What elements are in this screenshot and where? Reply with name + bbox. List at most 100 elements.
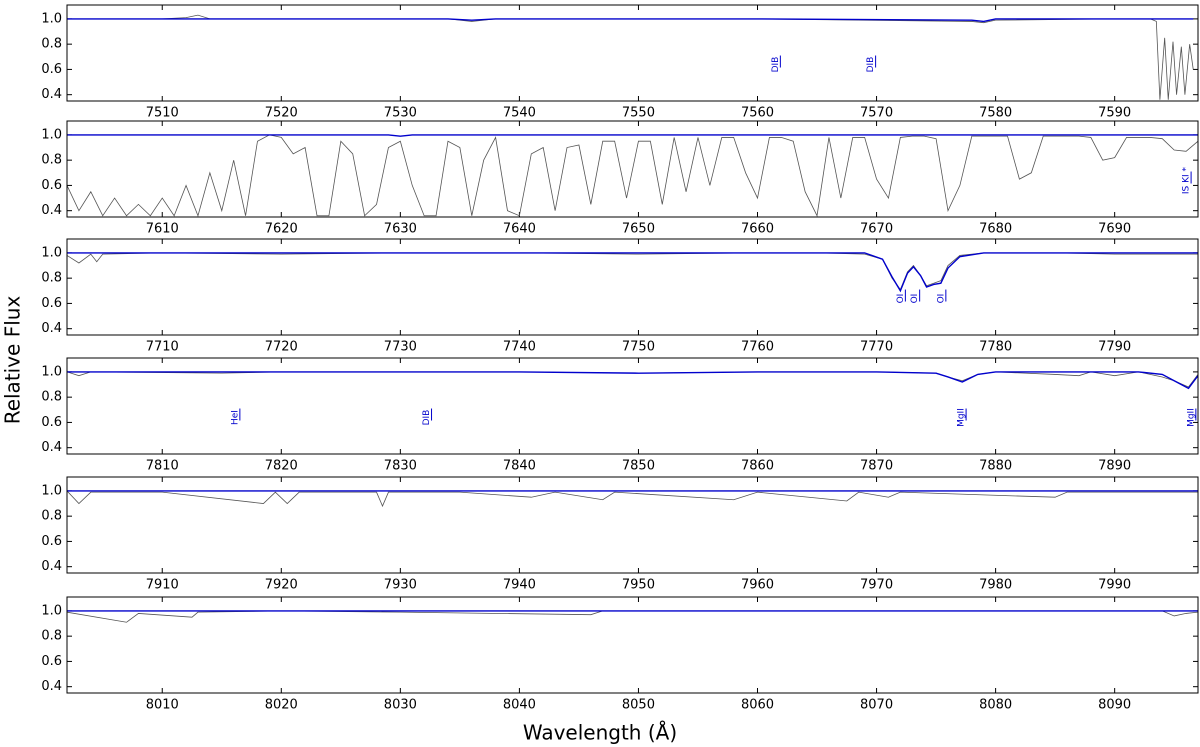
x-tick-label: 8010 xyxy=(146,698,179,713)
spectrum-line xyxy=(67,252,1198,293)
x-tick-label: 7620 xyxy=(265,222,298,237)
y-tick-label: 0.6 xyxy=(41,62,62,77)
x-tick-label: 7960 xyxy=(741,578,774,593)
x-tick-label: 7750 xyxy=(622,340,655,355)
x-tick-label: 8070 xyxy=(860,698,893,713)
x-tick-label: 7710 xyxy=(146,340,179,355)
line-annotation: MgII xyxy=(1186,408,1196,427)
y-tick-label: 0.8 xyxy=(41,509,62,524)
x-tick-label: 7530 xyxy=(384,106,417,121)
x-tick-label: 7790 xyxy=(1098,340,1131,355)
axes-frame xyxy=(66,120,1199,218)
y-tick-label: 0.4 xyxy=(41,440,62,455)
y-tick-label: 0.8 xyxy=(41,37,62,52)
y-tick-label: 0.8 xyxy=(41,153,62,168)
line-annotation: OI xyxy=(936,294,946,304)
y-tick-label: 0.6 xyxy=(41,654,62,669)
axes-frame xyxy=(66,238,1199,336)
line-annotation: DIB xyxy=(866,57,876,73)
x-tick-label: 7630 xyxy=(384,222,417,237)
x-tick-label: 7930 xyxy=(384,578,417,593)
x-tick-label: 7770 xyxy=(860,340,893,355)
spectrum-line xyxy=(67,252,1198,291)
x-tick-label: 8060 xyxy=(741,698,774,713)
axes-frame xyxy=(66,357,1199,455)
y-tick-label: 0.8 xyxy=(41,390,62,405)
plot-area xyxy=(67,252,1198,293)
x-tick-label: 7650 xyxy=(622,222,655,237)
axes-frame xyxy=(66,596,1199,694)
x-tick-label: 7910 xyxy=(146,578,179,593)
plot-area xyxy=(67,134,1198,217)
spectrum-line xyxy=(67,371,1198,388)
y-tick-label: 0.8 xyxy=(41,629,62,644)
y-tick-label: 0.6 xyxy=(41,296,62,311)
x-tick-label: 7760 xyxy=(741,340,774,355)
x-tick-label: 7730 xyxy=(384,340,417,355)
x-tick-label: 7610 xyxy=(146,222,179,237)
line-annotation: DIB xyxy=(771,57,781,73)
x-tick-label: 7590 xyxy=(1098,106,1131,121)
x-tick-label: 7720 xyxy=(265,340,298,355)
x-tick-label: 7940 xyxy=(503,578,536,593)
y-tick-label: 0.8 xyxy=(41,271,62,286)
x-tick-label: 7670 xyxy=(860,222,893,237)
y-tick-label: 1.0 xyxy=(41,11,62,26)
x-tick-label: 7830 xyxy=(384,459,417,474)
plot-area xyxy=(67,490,1198,508)
spectrum-line xyxy=(67,14,1194,100)
line-annotation: OI xyxy=(896,294,906,304)
plot-area xyxy=(67,14,1194,100)
y-tick-label: 1.0 xyxy=(41,127,62,142)
x-tick-label: 7510 xyxy=(146,106,179,121)
x-tick-label: 7550 xyxy=(622,106,655,121)
x-tick-label: 7690 xyxy=(1098,222,1131,237)
spectrum-line xyxy=(67,610,1198,623)
x-axis-label: Wavelength (Å) xyxy=(523,721,677,745)
y-axis-label: Relative Flux xyxy=(1,296,25,425)
x-tick-label: 7640 xyxy=(503,222,536,237)
x-tick-label: 7880 xyxy=(979,459,1012,474)
x-tick-label: 7950 xyxy=(622,578,655,593)
y-tick-label: 0.6 xyxy=(41,534,62,549)
plot-area xyxy=(67,610,1198,623)
x-tick-label: 7820 xyxy=(265,459,298,474)
axes-frame xyxy=(66,4,1199,102)
line-annotation: HeI xyxy=(230,410,240,425)
x-tick-label: 8090 xyxy=(1098,698,1131,713)
x-tick-label: 8040 xyxy=(503,698,536,713)
y-tick-label: 0.4 xyxy=(41,321,62,336)
x-tick-label: 8030 xyxy=(384,698,417,713)
x-tick-label: 7860 xyxy=(741,459,774,474)
x-tick-label: 7540 xyxy=(503,106,536,121)
x-tick-label: 7740 xyxy=(503,340,536,355)
x-tick-label: 8080 xyxy=(979,698,1012,713)
y-tick-label: 0.4 xyxy=(41,679,62,694)
spectrum-line xyxy=(67,371,1198,390)
y-tick-label: 1.0 xyxy=(41,245,62,260)
y-tick-label: 0.6 xyxy=(41,178,62,193)
x-tick-label: 7840 xyxy=(503,459,536,474)
x-tick-label: 7970 xyxy=(860,578,893,593)
axes-frame xyxy=(66,476,1199,574)
line-annotation: DIB xyxy=(422,410,432,426)
y-tick-label: 0.4 xyxy=(41,87,62,102)
x-tick-label: 7680 xyxy=(979,222,1012,237)
x-tick-label: 7520 xyxy=(265,106,298,121)
x-tick-label: 8050 xyxy=(622,698,655,713)
x-tick-label: 7890 xyxy=(1098,459,1131,474)
x-tick-label: 7980 xyxy=(979,578,1012,593)
y-tick-label: 1.0 xyxy=(41,483,62,498)
x-tick-label: 7920 xyxy=(265,578,298,593)
plot-area xyxy=(67,371,1198,390)
x-tick-label: 7850 xyxy=(622,459,655,474)
line-annotation: OI xyxy=(910,294,920,304)
x-tick-label: 7580 xyxy=(979,106,1012,121)
x-tick-label: 7560 xyxy=(741,106,774,121)
spectrum-line xyxy=(67,490,1198,508)
spectrum-line xyxy=(67,134,1198,217)
x-tick-label: 7810 xyxy=(146,459,179,474)
spectrum-line xyxy=(67,134,1198,137)
x-tick-label: 7780 xyxy=(979,340,1012,355)
x-tick-label: 7570 xyxy=(860,106,893,121)
